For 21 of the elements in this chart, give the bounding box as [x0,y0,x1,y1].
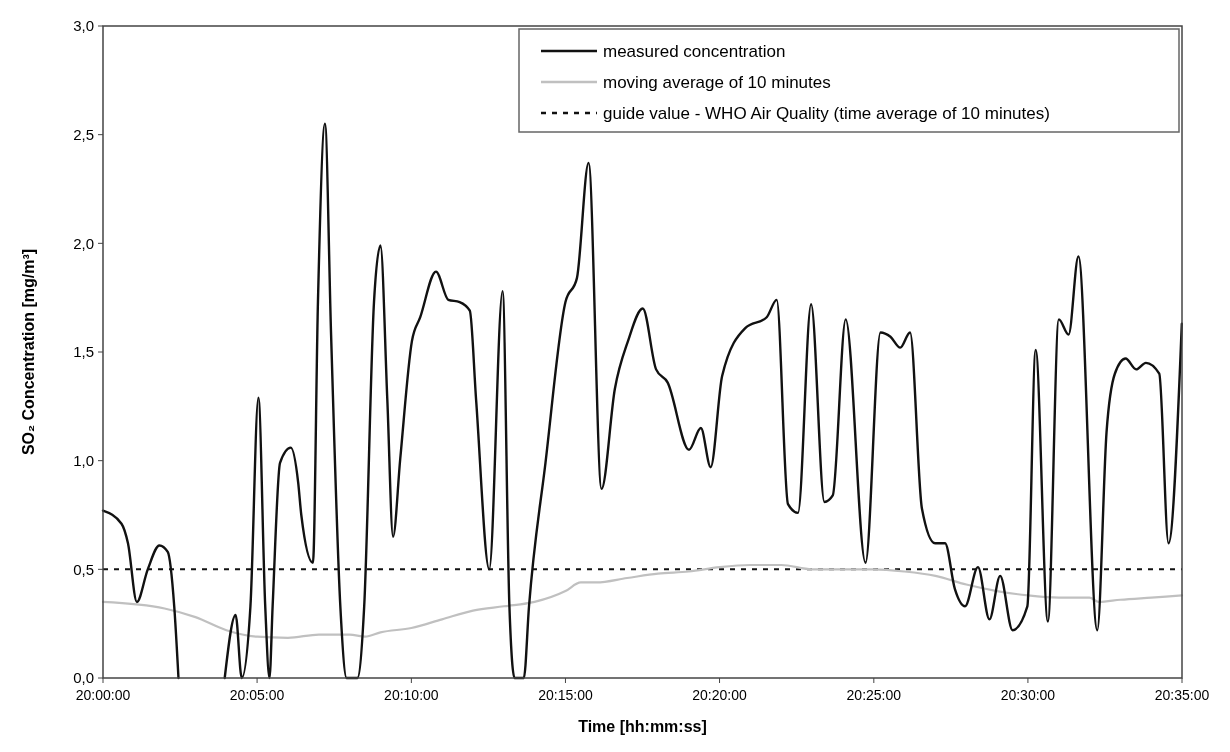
y-tick-label: 0,0 [73,669,94,687]
y-tick-label: 2,0 [73,234,94,252]
y-tick-label: 1,5 [73,343,94,361]
x-tick-label: 20:05:00 [229,687,285,703]
legend-label: moving average of 10 minutes [603,72,831,92]
legend-label: guide value - WHO Air Quality (time average of 10 minutes) [603,103,1050,123]
y-axis-title: SO₂ Concentration [mg/m³] [20,248,37,456]
x-axis-title: Time [hh:mm:ss] [578,718,707,735]
y-tick-label: 3,0 [73,17,94,35]
legend-label: measured concentration [603,41,786,61]
y-tick-label: 0,5 [73,560,94,578]
x-tick-label: 20:20:00 [692,687,747,703]
x-tick-label: 20:10:00 [384,687,439,703]
x-tick-label: 20:30:00 [1000,687,1056,703]
x-tick-label: 20:00:00 [75,687,131,703]
x-tick-label: 20:15:00 [538,687,593,703]
y-tick-label: 2,5 [73,125,94,143]
line-series [101,563,1184,639]
y-tick-label: 1,0 [73,451,94,469]
x-tick-label: 20:25:00 [846,687,902,703]
x-tick-label: 20:35:00 [1154,687,1210,703]
